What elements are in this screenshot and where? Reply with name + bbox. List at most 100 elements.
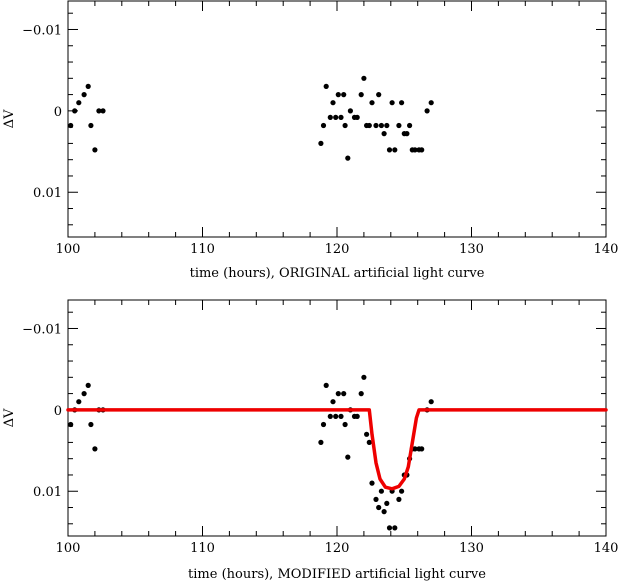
data-point	[366, 122, 372, 129]
y-tick-labels: −0.01 0 0.01	[22, 322, 62, 500]
data-point	[92, 147, 98, 153]
x-tick-label: 140	[594, 541, 619, 556]
data-point	[88, 122, 94, 129]
data-point	[399, 100, 405, 106]
data-point	[378, 488, 384, 494]
data-point	[318, 140, 324, 146]
x-tick-label: 130	[459, 242, 484, 257]
data-point	[396, 496, 402, 502]
y-axis-label: ΔV	[2, 109, 17, 128]
data-point	[335, 391, 341, 397]
data-point	[327, 114, 333, 120]
data-marks	[68, 75, 434, 161]
data-point	[412, 147, 418, 153]
y-tick-labels: −0.01 0 0.01	[22, 23, 62, 201]
data-point	[96, 108, 102, 114]
data-point	[392, 147, 398, 153]
data-point	[341, 391, 347, 397]
data-point	[342, 122, 348, 129]
data-point	[88, 421, 94, 428]
data-point	[68, 421, 74, 428]
data-point	[396, 122, 402, 129]
data-point	[320, 421, 327, 428]
x-tick-label: 120	[325, 242, 350, 257]
data-point	[373, 122, 379, 129]
y-tick-label: −0.01	[22, 322, 62, 337]
data-point	[338, 114, 344, 120]
x-tick-labels: 100 110 120 130 140	[56, 541, 619, 556]
data-point	[320, 122, 327, 129]
panel-modified: 100 110 120 130 140 −0.01 0 0.01 time (hours),…	[2, 299, 619, 582]
data-point	[361, 75, 367, 81]
data-point	[404, 131, 410, 137]
data-point	[72, 108, 78, 114]
data-point	[428, 100, 434, 106]
data-point	[330, 399, 336, 405]
data-point	[419, 147, 425, 153]
data-point	[376, 504, 382, 511]
x-tick-label: 100	[56, 541, 81, 556]
data-point	[333, 114, 339, 120]
y-tick-label: 0.01	[33, 186, 62, 201]
data-point	[381, 131, 387, 137]
data-point	[100, 108, 106, 114]
data-point	[378, 122, 384, 129]
x-tick-label: 140	[594, 242, 619, 257]
data-point	[323, 83, 329, 89]
data-point	[335, 92, 341, 98]
data-point	[419, 446, 425, 452]
y-tick-label: −0.01	[22, 23, 62, 38]
data-point	[341, 92, 347, 98]
data-point	[366, 439, 372, 445]
data-point	[361, 374, 367, 380]
data-point	[373, 496, 379, 502]
data-point	[323, 382, 329, 388]
x-axis-label: time (hours), MODIFIED artificial light …	[188, 567, 486, 582]
model-curve	[66, 408, 608, 491]
data-point	[424, 108, 430, 114]
data-point	[358, 391, 364, 397]
x-tick-label: 110	[190, 541, 215, 556]
data-point	[354, 114, 360, 120]
data-point	[333, 413, 339, 419]
data-point	[81, 391, 87, 397]
data-point	[347, 108, 353, 114]
data-point	[369, 100, 375, 106]
y-tick-label: 0.01	[33, 485, 62, 500]
data-point	[68, 122, 74, 129]
x-tick-label: 120	[325, 541, 350, 556]
data-point	[392, 525, 398, 531]
data-point	[369, 480, 375, 486]
x-tick-labels: 100 110 120 130 140	[56, 242, 619, 257]
data-point	[399, 488, 405, 494]
data-point	[345, 155, 351, 161]
data-point	[85, 382, 91, 388]
x-tick-label: 130	[459, 541, 484, 556]
data-point	[384, 122, 390, 129]
y-tick-label: 0	[54, 404, 62, 419]
data-point	[85, 83, 91, 89]
data-point	[342, 421, 348, 428]
data-point	[358, 92, 364, 98]
data-point	[354, 413, 360, 419]
panel-original: 100 110 120 130 140 −0.01 0 0.01 time (hours),…	[2, 0, 619, 281]
x-axis-label: time (hours), ORIGINAL artificial light …	[190, 266, 485, 281]
data-point	[386, 525, 393, 531]
data-point	[345, 454, 351, 460]
data-point	[76, 100, 82, 106]
data-point	[327, 413, 333, 419]
data-point	[428, 399, 434, 405]
y-axis-label: ΔV	[2, 408, 17, 427]
x-tick-label: 100	[56, 242, 81, 257]
data-point	[376, 92, 382, 98]
data-point	[389, 100, 395, 106]
data-point	[338, 413, 344, 419]
data-point	[76, 399, 82, 405]
data-point	[412, 446, 418, 452]
y-tick-label: 0	[54, 105, 62, 120]
data-marks	[66, 374, 608, 531]
data-point	[364, 431, 370, 437]
data-point	[384, 500, 390, 506]
data-point	[330, 100, 336, 106]
